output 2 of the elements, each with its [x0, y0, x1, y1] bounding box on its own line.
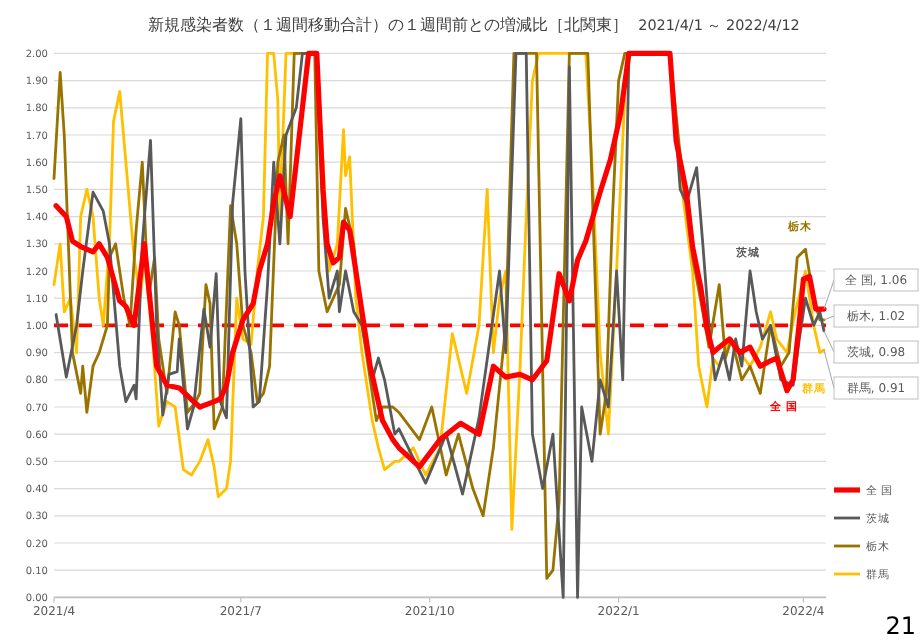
text: 21	[885, 612, 916, 640]
chart-title: 新規感染者数（１週間移動合計）の１週間前との増減比［北関東］	[148, 14, 629, 34]
